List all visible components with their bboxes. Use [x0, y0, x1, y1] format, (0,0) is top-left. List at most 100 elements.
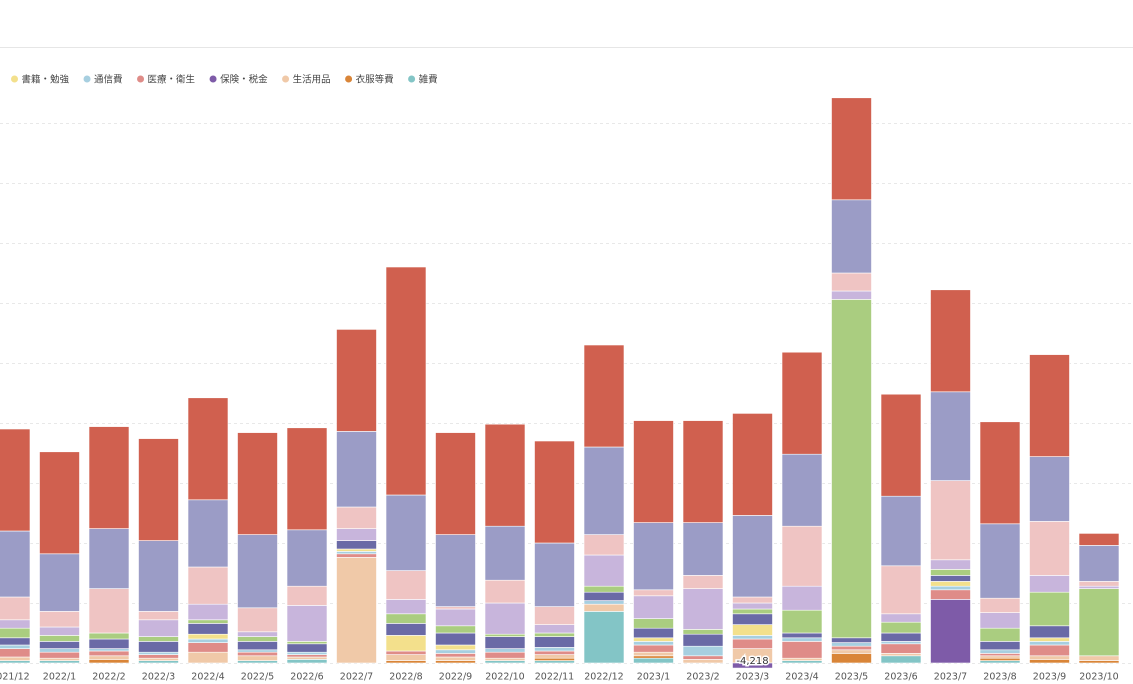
bar-segment: [0, 619, 31, 629]
bar-segment: [88, 638, 130, 649]
bar-segment: [781, 609, 823, 634]
bar-segment: [88, 632, 130, 640]
bar-segment: [435, 432, 476, 535]
bar-segment: [682, 522, 724, 576]
bar-segment: [633, 627, 674, 639]
bar-segment: [732, 413, 773, 516]
legend-label: 通信費: [94, 74, 123, 86]
bar-segment: [435, 653, 476, 658]
bar-segment: [385, 266, 427, 496]
bar-segment: [0, 596, 31, 621]
bar-segment: [732, 613, 773, 625]
bar-segment: [39, 651, 80, 659]
bar-segment: [1078, 588, 1120, 657]
bar-segment: [633, 641, 674, 646]
bar-segment: [930, 589, 971, 600]
bar-segment: [534, 440, 575, 544]
bar-segment: [435, 649, 476, 654]
bar-segment: [138, 611, 179, 621]
bar-segment: [39, 635, 80, 642]
bar-segment: [385, 570, 427, 600]
bar-segment: [484, 633, 526, 637]
bar-segment: [138, 651, 179, 655]
bar-segment: [1029, 456, 1070, 522]
bar-segment: [930, 391, 971, 481]
legend-label: 医療・衛生: [148, 74, 196, 86]
bar-segment: [435, 625, 476, 634]
bar-segment: [138, 636, 179, 642]
bar-segment: [633, 589, 674, 597]
bar-segment: [1029, 591, 1070, 627]
x-tick-label: 2022/8: [389, 672, 422, 683]
bar-segment: [880, 393, 922, 497]
x-tick-label: 2023/4: [785, 672, 818, 683]
bar-segment: [138, 657, 179, 661]
legend-label: 生活用品: [293, 74, 331, 86]
x-tick-label: 2022/6: [290, 672, 323, 683]
legend-marker: [282, 75, 290, 83]
bar-segment: [534, 654, 575, 659]
bar-segment: [237, 534, 278, 609]
legend-label: 書籍・勉強: [22, 74, 70, 86]
bar-segment: [336, 557, 377, 664]
bar-segment: [880, 653, 922, 657]
bar-segment: [484, 579, 526, 604]
bar-segment: [385, 494, 427, 571]
bar-segment: [880, 621, 922, 634]
bar-segment: [385, 613, 427, 624]
bar-segment: [1078, 655, 1120, 661]
bar-segment: [781, 632, 823, 639]
bar-segment: [831, 272, 872, 292]
bar-segment: [534, 632, 575, 637]
x-tick-label: 2023/9: [1033, 672, 1066, 683]
bar-segment: [237, 636, 278, 642]
bar-segment: [39, 660, 80, 664]
bar-segment: [187, 623, 229, 635]
x-tick-label: 2022/10: [485, 672, 524, 683]
bar-segment: [1029, 644, 1070, 657]
bar-segment: [484, 657, 526, 661]
bar-segment: [633, 657, 674, 664]
bar-segment: [0, 656, 31, 661]
bar-segment: [930, 599, 971, 664]
x-tick-label: 2023/8: [983, 672, 1016, 683]
bar-segment: [633, 651, 674, 657]
bar-segment: [1029, 659, 1070, 664]
bar-segment: [930, 559, 971, 570]
bar-segment: [633, 644, 674, 653]
bar-segment: [583, 591, 625, 601]
bar-segment: [39, 641, 80, 649]
bar-segment: [484, 636, 526, 649]
bar-segment: [831, 299, 872, 639]
labels: 2021/12 2022/1 2022/2 2022/3 2022/4 2022/5 202…: [0, 655, 1119, 683]
bar-segment: [633, 637, 674, 642]
legend-marker: [345, 75, 353, 83]
bar-segment: [237, 432, 278, 535]
bar-segment: [39, 553, 80, 612]
bar-segment: [732, 635, 773, 640]
bar-segment: [831, 642, 872, 647]
x-tick-label: 2022/3: [142, 672, 175, 683]
bar-segment: [1029, 637, 1070, 642]
bar-segment: [1078, 545, 1120, 582]
bar-segment: [435, 606, 476, 610]
bar-segment: [781, 657, 823, 661]
bar-segment: [237, 655, 278, 661]
bar-segment: [534, 542, 575, 607]
x-tick-label: 2022/5: [241, 672, 274, 683]
bar-segment: [682, 645, 724, 657]
bar-segment: [187, 638, 229, 643]
bar-segment: [831, 97, 872, 201]
bar-segment: [435, 632, 476, 646]
bar-segment: [633, 655, 674, 659]
bar-segment: [781, 637, 823, 642]
legend-marker: [137, 75, 145, 83]
bar-segment: [633, 420, 674, 523]
bar-segment: [237, 651, 278, 657]
bar-segment: [0, 648, 31, 658]
bar-segment: [831, 645, 872, 651]
legend-label: 衣服等費: [356, 74, 394, 86]
bar-segment: [385, 654, 427, 661]
bar-segment: [138, 654, 179, 659]
bar-segment: [286, 641, 328, 645]
